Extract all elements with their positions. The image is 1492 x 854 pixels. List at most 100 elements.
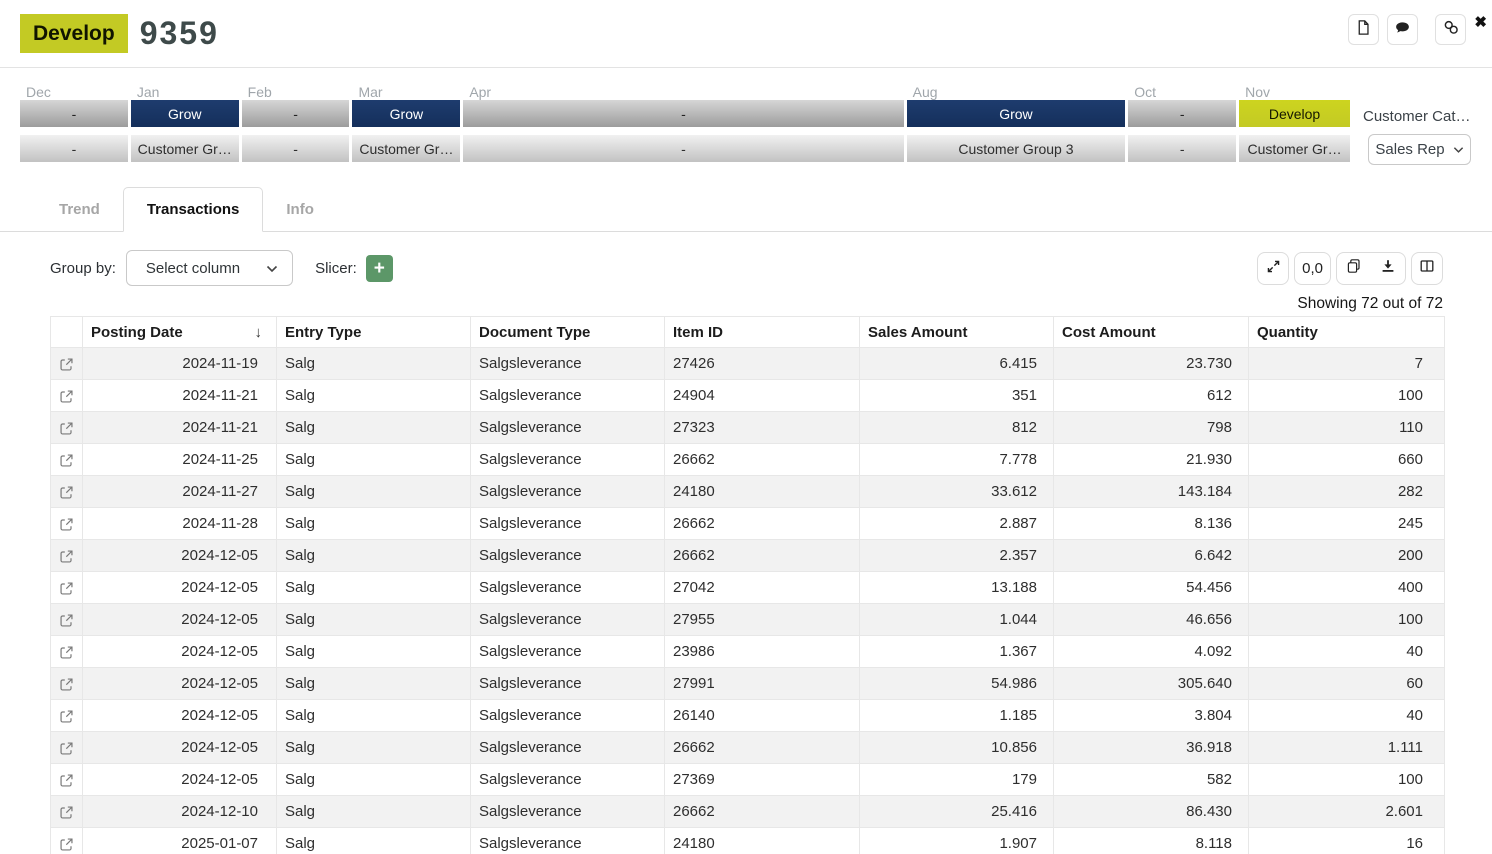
timeline-status-segment[interactable]: Grow <box>352 100 461 127</box>
timeline-months: Dec Jan Feb Mar Apr Aug Oct Nov <box>20 78 1492 100</box>
timeline-group-segment[interactable]: Customer Gr… <box>352 135 461 162</box>
cell-entry-type: Salg <box>276 667 471 700</box>
document-button[interactable] <box>1348 14 1379 45</box>
timeline-group-segment[interactable]: - <box>241 135 350 162</box>
timeline-status-segment[interactable]: - <box>1128 100 1237 127</box>
table-row[interactable]: 2024-12-05 Salg Salgsleverance 26662 10.856 3… <box>50 731 1445 764</box>
cell-cost-amount: 3.804 <box>1053 699 1249 732</box>
table-row[interactable]: 2024-12-05 Salg Salgsleverance 26140 1.185 3.… <box>50 699 1445 732</box>
timeline-status-segment[interactable]: Develop <box>1239 100 1350 127</box>
timeline-status-segment[interactable]: - <box>241 100 350 127</box>
open-record-icon[interactable] <box>59 389 74 404</box>
open-record-icon[interactable] <box>59 613 74 628</box>
column-header-quantity[interactable]: Quantity <box>1248 316 1445 348</box>
timeline-month-label: Oct <box>1134 84 1157 100</box>
table-row[interactable]: 2024-12-05 Salg Salgsleverance 27955 1.044 46… <box>50 603 1445 636</box>
table-row[interactable]: 2024-11-25 Salg Salgsleverance 26662 7.778 21… <box>50 443 1445 476</box>
comment-button[interactable] <box>1387 14 1418 45</box>
tab-trend[interactable]: Trend <box>59 201 100 218</box>
cell-entry-type: Salg <box>276 347 471 380</box>
cell-quantity: 16 <box>1248 827 1445 854</box>
timeline-status-segment[interactable]: - <box>20 100 128 127</box>
timeline-group-segment[interactable]: - <box>1128 135 1237 162</box>
timeline-group-segment[interactable]: Customer Gr… <box>130 135 239 162</box>
decimal-format-button[interactable]: 0,0 <box>1294 251 1331 285</box>
table-row[interactable]: 2024-11-27 Salg Salgsleverance 24180 33.612 1… <box>50 475 1445 508</box>
table-row[interactable]: 2024-12-10 Salg Salgsleverance 26662 25.416 8… <box>50 795 1445 828</box>
timeline-month-label: Feb <box>247 84 272 100</box>
group-by-select[interactable]: Select column <box>125 250 294 286</box>
cell-cost-amount: 86.430 <box>1053 795 1249 828</box>
open-record-icon[interactable] <box>59 709 74 724</box>
timeline-month-label: Aug <box>912 84 938 100</box>
table-row[interactable]: 2024-11-21 Salg Salgsleverance 24904 351 612 1… <box>50 379 1445 412</box>
cell-sales-amount: 1.367 <box>859 635 1054 668</box>
column-header-item-id[interactable]: Item ID <box>664 316 860 348</box>
copy-icon <box>1346 258 1362 279</box>
open-record-icon[interactable] <box>59 485 74 500</box>
cell-entry-type: Salg <box>276 731 471 764</box>
close-icon[interactable]: ✖ <box>1474 14 1487 31</box>
open-record-icon[interactable] <box>59 517 74 532</box>
expand-button[interactable] <box>1257 251 1290 285</box>
table-row[interactable]: 2024-11-21 Salg Salgsleverance 27323 812 798 1… <box>50 411 1445 444</box>
open-record-icon[interactable] <box>59 357 74 372</box>
tab-transactions[interactable]: Transactions <box>122 187 264 232</box>
column-header-posting-date[interactable]: Posting Date ↓ <box>82 316 277 348</box>
open-record-icon[interactable] <box>59 421 74 436</box>
cell-item-id: 27369 <box>664 763 860 796</box>
open-record-icon[interactable] <box>59 453 74 468</box>
timeline-group-segment[interactable]: - <box>20 135 128 162</box>
tab-info[interactable]: Info <box>286 201 314 218</box>
table-row[interactable]: 2024-12-05 Salg Salgsleverance 27369 179 582 1… <box>50 763 1445 796</box>
open-record-icon[interactable] <box>59 837 74 852</box>
cell-entry-type: Salg <box>276 699 471 732</box>
cell-posting-date: 2024-11-28 <box>82 507 277 540</box>
cell-posting-date: 2024-12-10 <box>82 795 277 828</box>
open-record-icon[interactable] <box>59 645 74 660</box>
download-button[interactable] <box>1371 253 1405 284</box>
chat-bubble-icon <box>1394 19 1411 41</box>
open-record-icon[interactable] <box>59 677 74 692</box>
page-title: 9359 <box>139 15 219 51</box>
cell-document-type: Salgsleverance <box>470 347 665 380</box>
table-row[interactable]: 2024-12-05 Salg Salgsleverance 27991 54.986 3… <box>50 667 1445 700</box>
timeline-group-segment[interactable]: Customer Gr… <box>1239 135 1350 162</box>
timeline-status-segment[interactable]: - <box>463 100 904 127</box>
column-header-entry-type[interactable]: Entry Type <box>276 316 471 348</box>
table-row[interactable]: 2024-12-05 Salg Salgsleverance 27042 13.188 5… <box>50 571 1445 604</box>
open-record-icon[interactable] <box>59 773 74 788</box>
column-header-sales-amount[interactable]: Sales Amount <box>859 316 1054 348</box>
column-header-document-type[interactable]: Document Type <box>470 316 665 348</box>
column-header-link[interactable] <box>50 316 83 348</box>
copy-button[interactable] <box>1337 253 1371 284</box>
cell-entry-type: Salg <box>276 411 471 444</box>
table-row[interactable]: 2024-11-19 Salg Salgsleverance 27426 6.415 23… <box>50 347 1445 380</box>
timeline-status-segment[interactable]: Grow <box>130 100 239 127</box>
column-header-cost-amount[interactable]: Cost Amount <box>1053 316 1249 348</box>
cell-posting-date: 2024-11-27 <box>82 475 277 508</box>
table-row[interactable]: 2024-12-05 Salg Salgsleverance 23986 1.367 4.… <box>50 635 1445 668</box>
column-header-label: Posting Date <box>91 323 183 341</box>
table-row[interactable]: 2025-01-07 Salg Salgsleverance 24180 1.907 8.… <box>50 827 1445 854</box>
link-button[interactable] <box>1435 14 1466 45</box>
cell-item-id: 27991 <box>664 667 860 700</box>
table-row[interactable]: 2024-11-28 Salg Salgsleverance 26662 2.887 8.… <box>50 507 1445 540</box>
table-row[interactable]: 2024-12-05 Salg Salgsleverance 26662 2.357 6.… <box>50 539 1445 572</box>
cell-entry-type: Salg <box>276 507 471 540</box>
open-record-icon[interactable] <box>59 549 74 564</box>
open-record-icon[interactable] <box>59 805 74 820</box>
open-record-icon[interactable] <box>59 581 74 596</box>
cell-sales-amount: 7.778 <box>859 443 1054 476</box>
timeline-group-segment[interactable]: Customer Group 3 <box>906 135 1126 162</box>
timeline-group-segment[interactable]: - <box>463 135 904 162</box>
timeline-status-segment[interactable]: Grow <box>906 100 1126 127</box>
sales-rep-select[interactable]: Sales Rep <box>1368 134 1471 165</box>
add-slicer-button[interactable]: + <box>365 254 393 282</box>
cell-entry-type: Salg <box>276 571 471 604</box>
cell-posting-date: 2024-12-05 <box>82 763 277 796</box>
columns-button[interactable] <box>1411 251 1443 285</box>
cell-entry-type: Salg <box>276 827 471 854</box>
cell-cost-amount: 143.184 <box>1053 475 1249 508</box>
open-record-icon[interactable] <box>59 741 74 756</box>
